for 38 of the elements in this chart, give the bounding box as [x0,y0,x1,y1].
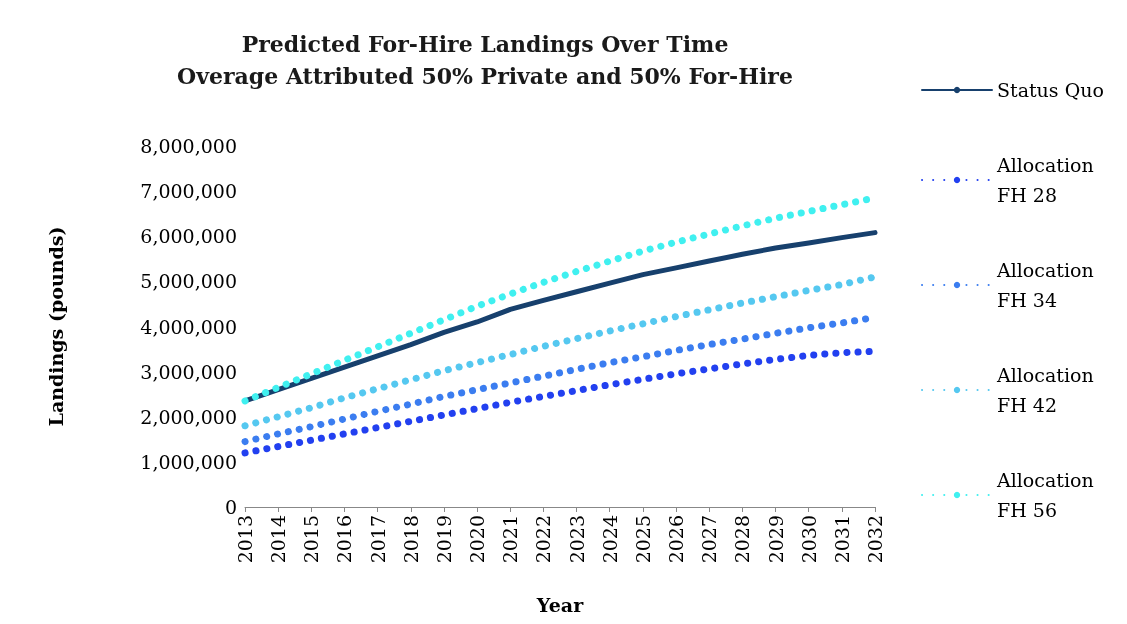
y-tick-label: 6,000,000 [140,225,237,248]
x-tick-label: 2029 [764,515,787,564]
x-tick-label: 2032 [864,515,886,564]
x-tick-label: 2030 [797,515,820,564]
x-tick-label: 2028 [731,515,754,564]
legend-label: Allocation FH 28 [996,154,1100,206]
y-tick-label: 1,000,000 [140,450,237,473]
x-tick-label: 2021 [499,515,522,564]
y-tick-label: 4,000,000 [140,315,237,338]
x-tick-label: 2018 [399,515,422,564]
legend-label: Allocation FH 34 [996,259,1100,311]
y-axis-title: Landings (pounds) [44,226,67,427]
x-tick-label: 2015 [300,515,323,564]
x-tick-label: 2022 [532,515,555,564]
x-tick-label: 2025 [631,515,654,564]
chart-subtitle: Overage Attributed 50% Private and 50% For-Hire [177,63,793,89]
x-tick-label: 2027 [698,515,721,564]
y-tick-label: 7,000,000 [140,180,237,203]
x-tick-label: 2017 [366,515,389,564]
x-tick-label: 2013 [234,515,256,564]
chart-title: Predicted For-Hire Landings Over Time [241,31,729,57]
y-tick-label: 3,000,000 [140,360,237,383]
x-tick-label: 2020 [466,515,489,564]
x-axis-title: Year [535,593,585,616]
x-tick-label: 2014 [267,515,290,564]
legend-label: Allocation FH 56 [996,469,1100,521]
x-tick-label: 2026 [665,515,688,564]
x-tick-label: 2023 [565,515,588,564]
y-tick-label: 8,000,000 [140,135,237,157]
x-tick-label: 2016 [333,515,356,564]
x-tick-label: 2031 [830,515,853,564]
x-tick-label: 2019 [432,515,455,564]
y-tick-label: 0 [224,496,237,518]
x-tick-label: 2024 [598,515,621,564]
legend-label: Status Quo [997,79,1104,101]
legend-label: Allocation FH 42 [996,364,1100,416]
y-tick-label: 5,000,000 [140,270,237,293]
y-tick-label: 2,000,000 [140,405,237,428]
